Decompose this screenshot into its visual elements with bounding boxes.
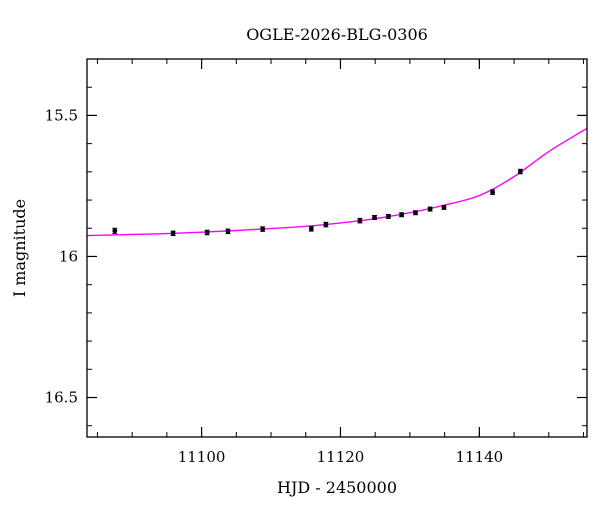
y-tick-label: 15.5 <box>45 106 78 124</box>
model-curve <box>86 127 588 237</box>
x-tick-label: 11140 <box>456 448 504 466</box>
data-point <box>323 222 329 227</box>
axes-group: 11100 11120 11140 15.5 16 16.5 <box>45 58 587 466</box>
y-tick-label: 16 <box>59 247 78 265</box>
data-point <box>112 228 118 234</box>
data-point <box>490 189 495 195</box>
y-axis-label: I magnitude <box>10 199 29 297</box>
data-point <box>308 226 314 232</box>
x-axis-label: HJD - 2450000 <box>277 478 397 497</box>
chart-title: OGLE-2026-BLG-0306 <box>246 25 428 44</box>
plot-frame <box>86 58 588 438</box>
data-point <box>225 228 231 234</box>
data-point <box>170 230 176 236</box>
x-tick-label: 11100 <box>178 448 226 466</box>
data-point <box>517 169 523 174</box>
data-point <box>260 226 266 232</box>
data-point <box>399 212 404 218</box>
data-point <box>413 210 418 216</box>
y-tick-label: 16.5 <box>45 389 78 407</box>
data-point <box>372 215 377 220</box>
x-tick-label: 11120 <box>317 448 365 466</box>
data-point <box>441 204 447 210</box>
data-point <box>427 206 433 212</box>
data-point <box>357 218 363 224</box>
data-points <box>112 168 523 237</box>
data-point <box>385 214 391 219</box>
data-point <box>204 230 210 235</box>
